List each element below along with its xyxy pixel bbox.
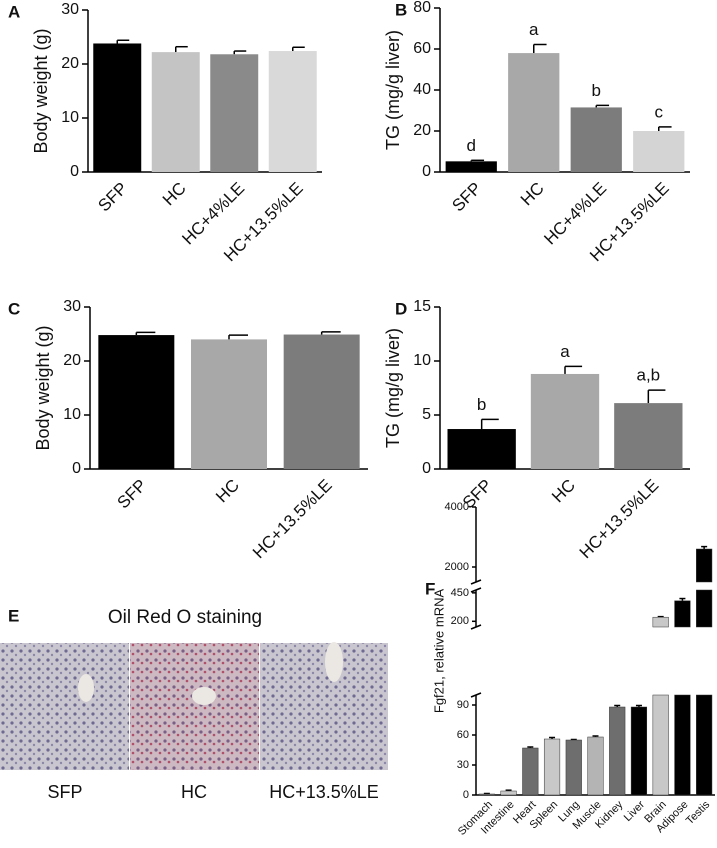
bar (98, 335, 175, 469)
bar (609, 706, 626, 796)
y-tick-label: 60 (457, 729, 469, 741)
x-tick-label: HC+13.5%LE (249, 476, 336, 563)
y-tick-label: 30 (457, 759, 469, 771)
bar (500, 790, 517, 796)
axis-break (470, 587, 482, 593)
significance-letter: b (477, 395, 486, 414)
panel-label: E (8, 606, 19, 625)
y-tick-label: 40 (413, 81, 431, 98)
bar (630, 706, 648, 796)
staining-panel: E Oil Red O staining SFP HC HC+13.5%LE (0, 606, 388, 802)
bar (508, 53, 560, 172)
y-tick-label: 0 (70, 163, 79, 180)
bar (191, 339, 267, 469)
significance-letter: b (592, 81, 601, 100)
y-tick-label: 450 (451, 587, 469, 599)
bar (93, 43, 142, 173)
panel-label: B (395, 0, 407, 19)
image-caption: HC (181, 782, 207, 802)
axis-break (470, 692, 482, 698)
significance-letter: a (529, 20, 539, 39)
significance-letter: a (560, 342, 570, 361)
y-tick-label: 10 (413, 352, 431, 369)
y-tick-label: 20 (63, 352, 81, 369)
y-tick-label: 5 (422, 406, 431, 423)
bar (268, 51, 317, 172)
bar (696, 548, 713, 583)
bar (565, 739, 582, 796)
vessel (78, 674, 94, 702)
micrograph (0, 643, 129, 770)
axis-break (470, 624, 482, 630)
y-tick-label: 0 (422, 460, 431, 477)
significance-letter: c (655, 102, 664, 121)
y-tick-label: 10 (63, 406, 81, 423)
x-tick-label: HC (517, 179, 548, 210)
bar (530, 373, 600, 469)
panel-label: F (425, 579, 435, 598)
bar (652, 694, 669, 796)
x-tick-label: HC (548, 476, 579, 507)
vessel (192, 687, 216, 705)
x-tick-label: SFP (94, 179, 131, 216)
x-tick-label: Testis (684, 798, 713, 827)
y-tick-label: 2000 (445, 561, 469, 573)
bar (696, 694, 713, 796)
y-axis-label: Body weight (g) (33, 325, 53, 450)
y-tick-label: 20 (61, 55, 79, 72)
y-tick-label: 0 (422, 163, 431, 180)
y-tick-label: 200 (451, 615, 469, 627)
x-tick-label: SFP (448, 179, 485, 216)
y-tick-label: 60 (413, 40, 431, 57)
y-tick-label: 30 (61, 1, 79, 18)
y-tick-label: 80 (413, 0, 431, 16)
y-tick-label: 20 (413, 122, 431, 139)
image-caption: SFP (47, 782, 82, 802)
bar (674, 694, 691, 796)
bar (587, 736, 604, 796)
y-axis-label: Body weight (g) (31, 28, 51, 153)
bar (570, 107, 622, 172)
panel-title: Oil Red O staining (108, 607, 262, 628)
significance-letter: a,b (637, 366, 661, 385)
bar (283, 334, 360, 469)
bar (633, 131, 685, 172)
x-tick-label: SFP (114, 476, 151, 513)
y-axis-label: TG (mg/g liver) (383, 30, 403, 150)
micrograph (130, 643, 259, 770)
y-tick-label: 15 (413, 298, 431, 315)
y-tick-label: 0 (463, 789, 469, 801)
bar (614, 403, 683, 469)
vessel (325, 642, 343, 682)
y-tick-label: 30 (63, 298, 81, 315)
y-tick-label: 4000 (445, 501, 469, 513)
significance-letter: d (467, 136, 476, 155)
bar (652, 616, 669, 628)
x-tick-label: HC+13.5%LE (576, 476, 663, 563)
y-axis-label: Fgf21, relative mRNA (431, 589, 446, 714)
x-tick-label: HC (159, 179, 190, 210)
y-tick-label: 10 (61, 109, 79, 126)
bar (478, 793, 495, 796)
x-tick-label: HC (212, 476, 243, 507)
bar (522, 747, 539, 796)
bar (210, 54, 259, 172)
bar (445, 161, 497, 172)
bar (696, 589, 713, 628)
image-caption: HC+13.5%LE (269, 782, 379, 802)
x-tick-label: Liver (622, 798, 648, 824)
bar (447, 429, 516, 469)
axis-break (470, 579, 482, 585)
y-tick-label: 90 (457, 699, 469, 711)
bar (674, 600, 691, 628)
bar (543, 738, 561, 796)
y-axis-label: TG (mg/g liver) (383, 328, 403, 448)
panel-label: C (8, 299, 20, 318)
bar (151, 52, 200, 173)
panel-label: A (8, 2, 20, 21)
panel-label: D (395, 299, 407, 318)
micrograph (260, 643, 388, 770)
y-tick-label: 0 (72, 460, 81, 477)
